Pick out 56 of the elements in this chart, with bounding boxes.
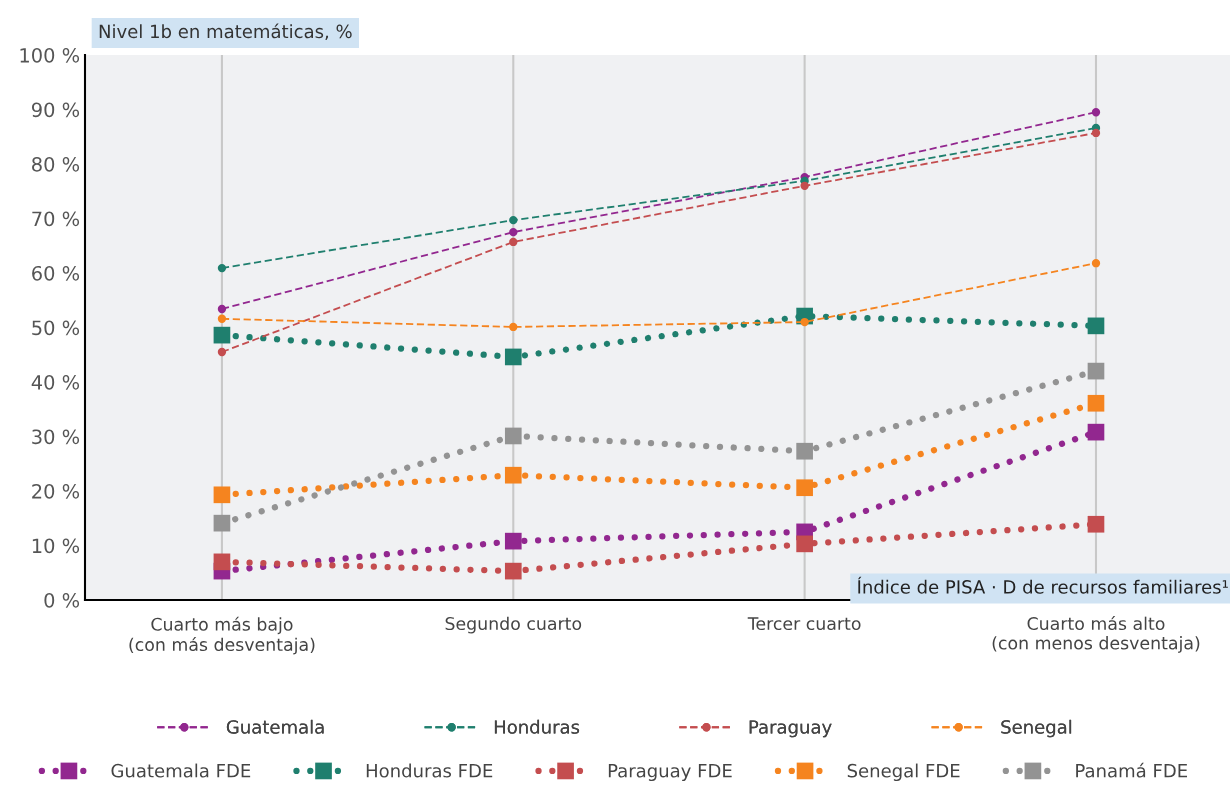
point: [796, 442, 813, 460]
point: [1087, 394, 1105, 412]
x-tick-label: Tercer cuarto: [747, 617, 861, 631]
y-tick-label: 80 %: [32, 156, 80, 172]
point: [1087, 423, 1105, 441]
point: [213, 326, 231, 344]
x-axis-title: Índice de PISA · D de recursos familiares¹: [858, 576, 1228, 594]
point: [509, 237, 518, 247]
point: [213, 486, 231, 504]
point: [504, 427, 522, 445]
point: [504, 466, 522, 484]
point: [796, 535, 813, 553]
point: [217, 263, 227, 273]
legend-label: Guatemala FDE: [111, 763, 251, 778]
y-tick-label: 70 %: [32, 211, 80, 227]
point: [217, 304, 227, 314]
point: [509, 215, 518, 225]
point: [800, 181, 809, 190]
x-tick-label: Segundo cuarto: [445, 616, 582, 634]
point: [504, 348, 522, 366]
x-tick-label: Cuarto más bajo (con más desventaja): [129, 616, 315, 655]
x-tick-label: Cuarto más alto (con menos desventaja): [992, 615, 1200, 653]
point: [213, 553, 231, 571]
y-tick-label: 40 %: [31, 374, 80, 390]
y-tick-label: 100 %: [20, 47, 80, 63]
point: [213, 514, 231, 532]
legend-label: Senegal FDE: [847, 763, 960, 782]
y-tick-label: 90 %: [31, 102, 80, 118]
point: [217, 314, 227, 323]
point: [800, 317, 809, 327]
point: [504, 562, 522, 580]
point: [1087, 515, 1105, 533]
point: [509, 322, 518, 332]
point: [1091, 128, 1101, 138]
y-tick-label: 0 %: [44, 592, 80, 608]
point: [1087, 317, 1105, 335]
point: [509, 227, 518, 237]
chart-title: Nivel 1b en matemáticas, %: [99, 23, 352, 41]
y-tick-label: 50 %: [32, 320, 80, 336]
legend-label: Panamá FDE: [1076, 762, 1188, 778]
point: [1091, 259, 1101, 268]
legend-label: Honduras: [494, 719, 580, 734]
y-tick-label: 10 %: [32, 538, 80, 554]
legend-label: Paraguay FDE: [608, 764, 732, 782]
legend-label: Paraguay: [749, 720, 832, 738]
y-tick-label: 60 %: [32, 265, 80, 281]
legend-label: Honduras FDE: [366, 763, 493, 778]
y-tick-label: 20 %: [32, 483, 80, 499]
point: [796, 479, 813, 497]
legend-label: Senegal: [1001, 719, 1072, 738]
point: [1091, 108, 1101, 117]
point: [217, 347, 227, 357]
point: [504, 532, 522, 550]
y-tick-label: 30 %: [32, 429, 80, 445]
point: [1087, 362, 1105, 380]
legend-label: Guatemala: [226, 719, 324, 734]
